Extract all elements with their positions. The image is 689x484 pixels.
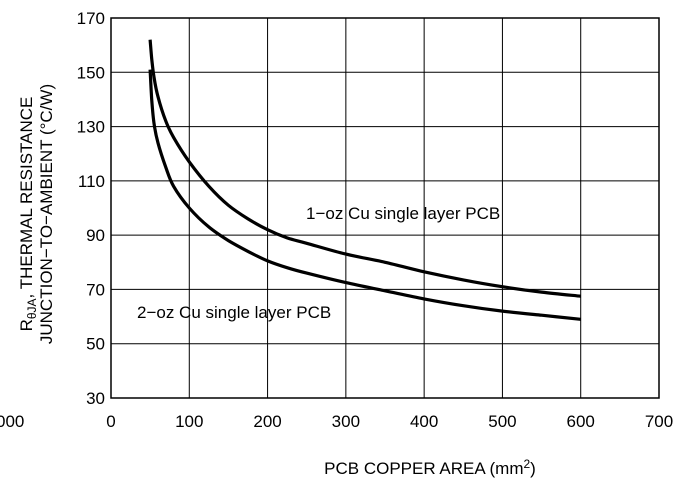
- y-tick-label-110: 110: [78, 172, 105, 191]
- x-tick-label-500: 500: [488, 412, 516, 431]
- y-tick-label-30: 30: [86, 389, 105, 408]
- annotation-1oz: 1−oz Cu single layer PCB: [306, 204, 500, 223]
- x-tick-label-0: 0: [106, 412, 115, 431]
- x-tick-label-cut: 000: [0, 412, 24, 431]
- y-tick-label-130: 130: [77, 118, 105, 137]
- x-axis-label-sup: 2: [523, 457, 530, 471]
- series-line-2oz: [148, 69, 581, 321]
- x-tick-label-100: 100: [175, 412, 203, 431]
- svg-text:JUNCTION−TO−AMBIENT (°C/W): JUNCTION−TO−AMBIENT (°C/W): [37, 84, 56, 344]
- y-tick-label-70: 70: [86, 280, 105, 299]
- grid-lines: [111, 18, 659, 398]
- annotation-2oz: 2−oz Cu single layer PCB: [137, 303, 331, 322]
- x-tick-label-400: 400: [410, 412, 438, 431]
- series-lines: [148, 39, 581, 321]
- svg-text:RθJA, THERMAL RESISTANCE: RθJA, THERMAL RESISTANCE: [17, 97, 39, 332]
- series-line-1oz: [148, 39, 581, 298]
- y-tick-label-50: 50: [86, 335, 105, 354]
- x-tick-label-600: 600: [567, 412, 595, 431]
- y-tick-label-170: 170: [77, 9, 105, 28]
- plot-frame: [110, 17, 660, 399]
- y-tick-labels: 30 50 70 90 110 130 150 170: [77, 9, 105, 408]
- x-tick-label-300: 300: [332, 412, 360, 431]
- x-axis-label: PCB COPPER AREA (mm2): [324, 457, 536, 478]
- y-tick-label-90: 90: [86, 226, 105, 245]
- y-axis-label: RθJA, THERMAL RESISTANCE JUNCTION−TO−AMB…: [17, 84, 56, 344]
- x-tick-labels: 0 100 200 300 400 500 600 700: [106, 412, 673, 431]
- x-tick-label-700: 700: [645, 412, 673, 431]
- y-tick-label-150: 150: [77, 63, 105, 82]
- x-tick-label-200: 200: [253, 412, 281, 431]
